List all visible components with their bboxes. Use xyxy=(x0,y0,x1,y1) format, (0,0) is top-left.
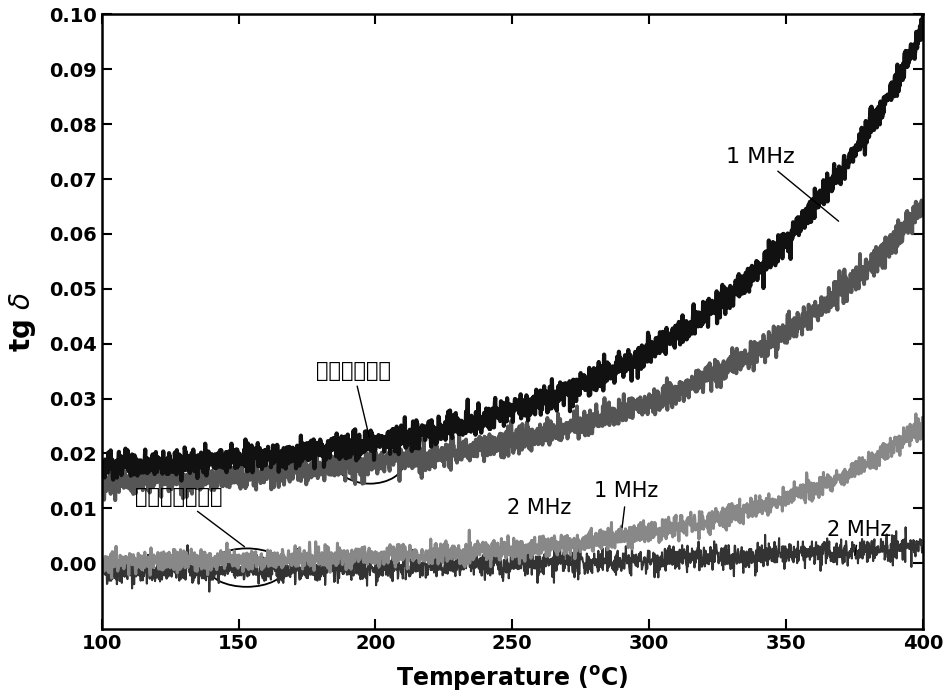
Text: 电场下退火样品: 电场下退火样品 xyxy=(135,487,244,547)
Text: 1 MHz: 1 MHz xyxy=(726,146,839,221)
X-axis label: Temperature ($^{\mathbf{o}}$C): Temperature ($^{\mathbf{o}}$C) xyxy=(396,664,629,693)
Text: 2 MHz: 2 MHz xyxy=(506,498,571,518)
Text: 传统退火样品: 传统退火样品 xyxy=(316,360,391,437)
Text: 1 MHz: 1 MHz xyxy=(595,482,658,528)
Y-axis label: tg $\delta$: tg $\delta$ xyxy=(7,291,38,352)
Text: 2 MHz: 2 MHz xyxy=(827,520,891,555)
